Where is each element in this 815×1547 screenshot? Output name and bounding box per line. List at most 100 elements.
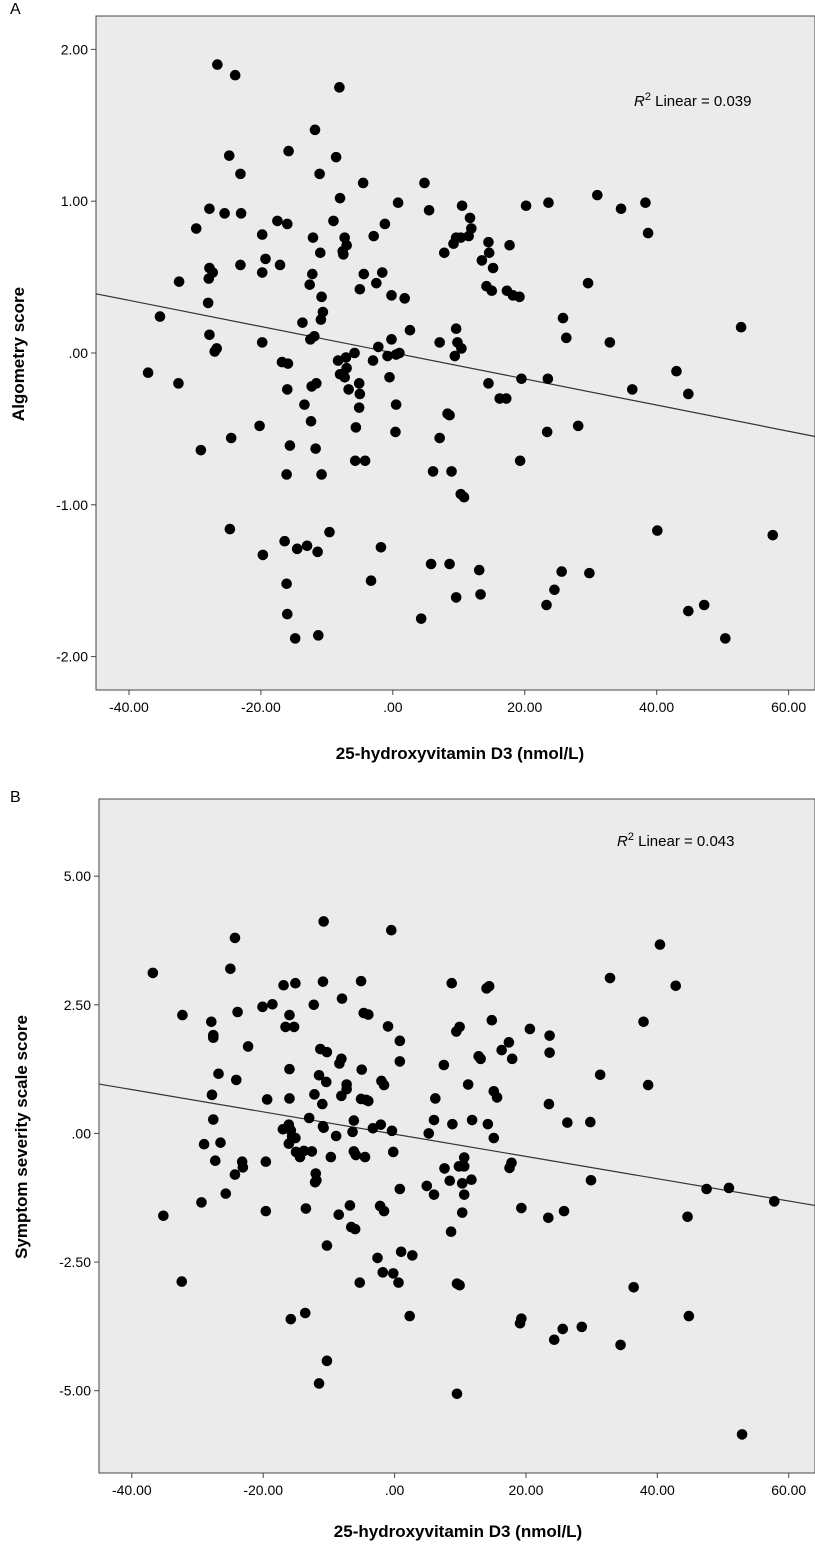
data-point (204, 329, 215, 341)
data-point (767, 529, 779, 541)
data-point (368, 230, 380, 242)
data-point (445, 1226, 457, 1237)
data-point (272, 215, 283, 227)
data-point (626, 384, 638, 395)
data-point (557, 1323, 569, 1335)
data-point (450, 592, 462, 603)
data-point (386, 290, 397, 301)
panel-b-x-axis-title: 25-hydroxyvitamin D3 (nmol/L) (334, 1522, 582, 1541)
data-point (454, 1279, 465, 1291)
data-point (543, 1212, 554, 1224)
x-tick-label: 60.00 (771, 699, 806, 715)
data-point (423, 1128, 435, 1139)
data-point (615, 1339, 626, 1351)
data-point (321, 1240, 333, 1251)
data-point (487, 262, 499, 274)
data-point (516, 1202, 527, 1214)
data-point (215, 1137, 226, 1148)
data-point (280, 1021, 291, 1033)
data-point (220, 1188, 232, 1199)
data-point (640, 197, 651, 209)
panel-b-points (147, 916, 780, 1440)
data-point (390, 426, 401, 438)
data-point (224, 523, 236, 535)
data-point (419, 177, 430, 189)
data-point (198, 1138, 210, 1150)
data-point (430, 1093, 441, 1104)
data-point (212, 59, 223, 70)
x-tick-label: 60.00 (771, 1482, 806, 1498)
data-point (572, 420, 584, 432)
data-point (428, 1189, 440, 1200)
data-point (285, 1313, 297, 1325)
x-tick-label: 20.00 (508, 1482, 543, 1498)
data-point (195, 444, 207, 456)
data-point (386, 924, 397, 936)
data-point (260, 1205, 272, 1217)
y-tick-label: 2.50 (64, 997, 91, 1013)
data-point (488, 1132, 500, 1144)
data-point (407, 1250, 418, 1261)
data-point (520, 200, 532, 212)
data-point (592, 189, 603, 201)
data-point (301, 540, 313, 552)
data-point (541, 426, 553, 438)
data-point (496, 1044, 507, 1056)
data-point (304, 279, 316, 290)
panel-a-r2-label: R2 Linear = 0.039 (634, 91, 751, 110)
data-point (299, 1307, 311, 1319)
data-point (281, 469, 292, 480)
data-point (202, 297, 214, 309)
data-point (225, 432, 237, 444)
data-point (604, 337, 616, 348)
data-point (209, 1155, 221, 1166)
data-point (349, 347, 360, 359)
data-point (334, 192, 346, 204)
data-point (173, 378, 184, 389)
data-point (378, 1205, 390, 1217)
data-point (456, 343, 467, 354)
data-point (434, 432, 445, 444)
data-point (671, 365, 682, 377)
data-point (290, 977, 301, 989)
data-point (683, 388, 694, 400)
x-tick-label: -20.00 (243, 1482, 283, 1498)
data-point (458, 1189, 470, 1200)
data-point (232, 1006, 243, 1018)
data-point (670, 980, 682, 992)
data-point (475, 589, 486, 600)
data-point (206, 1089, 218, 1101)
data-point (260, 253, 271, 265)
data-point (698, 599, 710, 611)
data-point (458, 491, 470, 503)
data-point (444, 558, 455, 570)
x-tick-label: -20.00 (241, 699, 281, 715)
data-point (354, 1277, 366, 1288)
data-point (373, 341, 384, 353)
data-point (256, 337, 268, 348)
data-point (384, 371, 395, 383)
data-point (438, 247, 450, 259)
data-point (359, 455, 371, 467)
data-point (173, 276, 185, 287)
data-point (404, 324, 416, 336)
data-point (382, 1021, 394, 1032)
data-point (482, 1118, 494, 1130)
data-point (349, 1223, 361, 1235)
data-point (371, 277, 382, 289)
data-point (353, 402, 365, 413)
data-point (359, 1151, 371, 1163)
panel-b-y-axis-title: Symptom severity scale score (12, 1015, 31, 1259)
data-point (556, 566, 568, 577)
data-point (307, 232, 319, 243)
data-point (514, 455, 526, 467)
data-point (423, 205, 435, 216)
data-point (284, 1009, 295, 1021)
data-point (476, 255, 488, 266)
data-point (314, 168, 325, 180)
y-tick-label: -1.00 (56, 497, 88, 513)
data-point (299, 399, 310, 410)
data-point (297, 317, 308, 328)
data-point (652, 525, 663, 536)
